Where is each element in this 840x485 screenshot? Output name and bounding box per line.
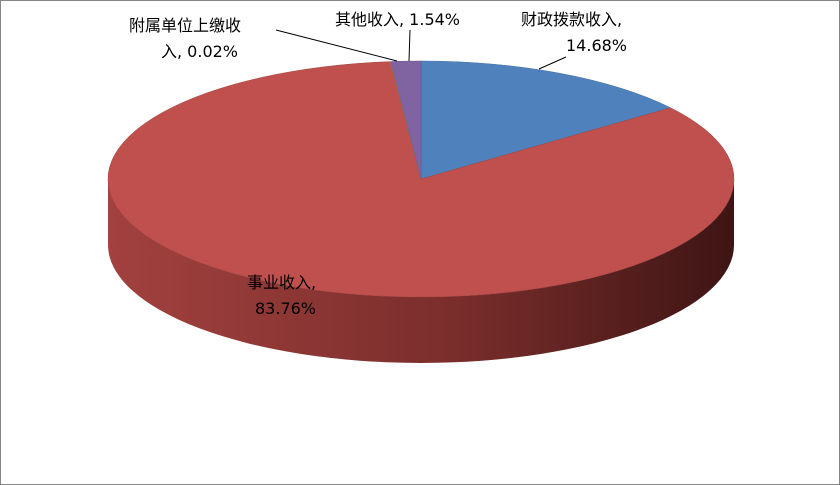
slice-0-top xyxy=(420,60,672,180)
leader-line-qita xyxy=(408,29,411,62)
leader-line-fushu xyxy=(275,29,398,62)
label-caizheng-value: 14.68% xyxy=(566,36,627,55)
data-labels: 财政拨款收入, 14.68% 事业收入, 83.76% 附属单位上缴收 入, 0… xyxy=(129,10,627,318)
leader-lines xyxy=(275,29,567,70)
leader-line-caizheng xyxy=(538,56,567,70)
label-qita: 其他收入, 1.54% xyxy=(335,10,460,29)
label-caizheng-name: 财政拨款收入, xyxy=(521,10,622,29)
label-fushu-name: 附属单位上缴收 xyxy=(129,16,241,35)
pie-side-layer xyxy=(108,179,734,363)
slice-1-top xyxy=(107,61,735,298)
label-shiye-value: 83.76% xyxy=(255,299,316,318)
pie-top-layer xyxy=(107,60,735,298)
slice-1-side xyxy=(108,179,734,363)
slice-3-top xyxy=(390,60,422,180)
label-fushu-value: 入, 0.02% xyxy=(161,42,238,61)
label-shiye-name: 事业收入, xyxy=(247,273,316,292)
